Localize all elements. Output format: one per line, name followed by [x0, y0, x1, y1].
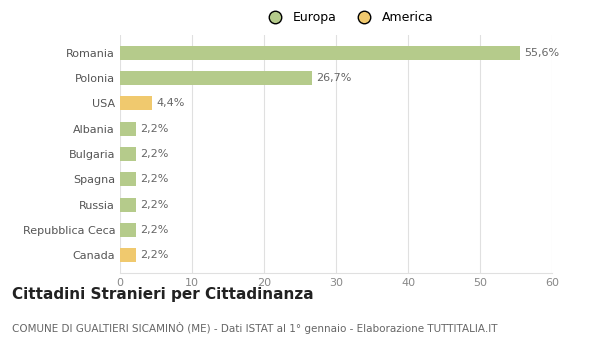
Legend: Europa, America: Europa, America [257, 6, 439, 29]
Text: 2,2%: 2,2% [140, 199, 169, 210]
Text: COMUNE DI GUALTIERI SICAMINÒ (ME) - Dati ISTAT al 1° gennaio - Elaborazione TUTT: COMUNE DI GUALTIERI SICAMINÒ (ME) - Dati… [12, 322, 497, 334]
Bar [120, 198, 136, 211]
Bar [120, 147, 136, 161]
Text: 55,6%: 55,6% [524, 48, 560, 58]
Bar [120, 223, 136, 237]
Bar [120, 46, 520, 60]
Bar [120, 71, 312, 85]
Bar [120, 172, 136, 186]
Text: 2,2%: 2,2% [140, 225, 169, 235]
Text: Cittadini Stranieri per Cittadinanza: Cittadini Stranieri per Cittadinanza [12, 287, 314, 302]
Text: 2,2%: 2,2% [140, 149, 169, 159]
Bar [120, 248, 136, 262]
Bar [120, 97, 152, 110]
Text: 26,7%: 26,7% [317, 73, 352, 83]
Text: 2,2%: 2,2% [140, 124, 169, 134]
Text: 4,4%: 4,4% [156, 98, 184, 108]
Text: 2,2%: 2,2% [140, 174, 169, 184]
Bar [120, 122, 136, 136]
Text: 2,2%: 2,2% [140, 250, 169, 260]
